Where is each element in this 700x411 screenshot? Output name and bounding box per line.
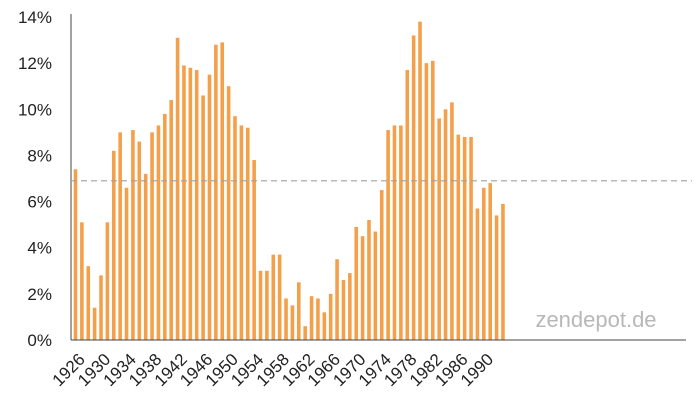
bar: [386, 130, 390, 340]
y-tick-label: 6%: [27, 193, 52, 212]
bar: [411, 35, 416, 341]
bar: [258, 270, 263, 340]
bar: [322, 312, 327, 340]
bar: [252, 160, 256, 340]
bar: [207, 74, 212, 341]
bar: [437, 118, 441, 340]
x-axis-tick-labels: 1926193019341938194219461950195419581962…: [49, 350, 498, 390]
bar: [297, 282, 301, 340]
bar: [494, 215, 499, 340]
bar: [163, 113, 167, 341]
bar: [233, 116, 237, 341]
bar: [201, 95, 205, 340]
bar: [309, 296, 314, 340]
bar: [143, 173, 148, 340]
bar: [354, 226, 359, 340]
bar: [105, 222, 110, 340]
watermark: zendepot.de: [521, 297, 673, 339]
bar: [373, 231, 378, 340]
y-tick-label: 10%: [18, 100, 52, 119]
bar: [348, 273, 352, 340]
bar: [118, 132, 122, 340]
bar: [284, 298, 288, 340]
bar: [405, 70, 410, 340]
bar: [99, 275, 103, 340]
bar: [80, 222, 84, 340]
bar: [501, 203, 505, 340]
bar: [169, 100, 173, 340]
bar: [124, 187, 129, 340]
bar: [92, 307, 97, 340]
bar: [418, 21, 422, 341]
bar: [290, 305, 295, 340]
bar: [73, 169, 78, 340]
y-tick-label: 12%: [18, 54, 52, 73]
bar: [182, 65, 186, 340]
bar: [399, 125, 403, 340]
bar: [430, 60, 435, 341]
bar: [367, 220, 371, 340]
bar: [462, 136, 467, 340]
bar: [111, 150, 116, 340]
bar: [194, 70, 199, 340]
bar: [360, 236, 365, 340]
bar: [265, 270, 269, 340]
bar: [456, 134, 461, 340]
bar: [137, 141, 142, 340]
bar: [131, 130, 135, 340]
bars: [73, 21, 505, 341]
bar: [482, 187, 486, 340]
y-tick-label: 2%: [27, 285, 52, 304]
y-axis-tick-labels: 0% 2% 4% 6% 8% 10% 12% 14%: [18, 8, 52, 350]
bar: [475, 208, 480, 340]
bar: [239, 125, 244, 340]
bar: [150, 132, 154, 340]
y-tick-label: 0%: [27, 331, 52, 350]
bar: [86, 266, 91, 340]
bar: [220, 42, 225, 340]
bar: [328, 293, 333, 340]
bar: [316, 298, 320, 340]
bar: [175, 37, 180, 340]
bar: [303, 326, 307, 340]
bar: [271, 254, 276, 340]
bar: [488, 183, 492, 340]
bar: [335, 259, 339, 340]
bar: [379, 190, 384, 340]
bar: [214, 44, 218, 340]
y-tick-label: 4%: [27, 239, 52, 258]
bar: [450, 102, 454, 340]
watermark-background: [521, 297, 673, 339]
bar: [424, 63, 429, 340]
bar: [277, 254, 282, 340]
bar: [245, 127, 250, 341]
y-tick-label: 14%: [18, 8, 52, 27]
bar: [156, 125, 161, 340]
bar: [469, 136, 473, 340]
y-tick-label: 8%: [27, 146, 52, 165]
watermark-text: zendepot.de: [535, 307, 656, 332]
bar: [341, 280, 346, 340]
bar: [443, 109, 448, 340]
bar: [226, 86, 231, 341]
bar: [188, 67, 193, 340]
bar: [392, 125, 397, 340]
